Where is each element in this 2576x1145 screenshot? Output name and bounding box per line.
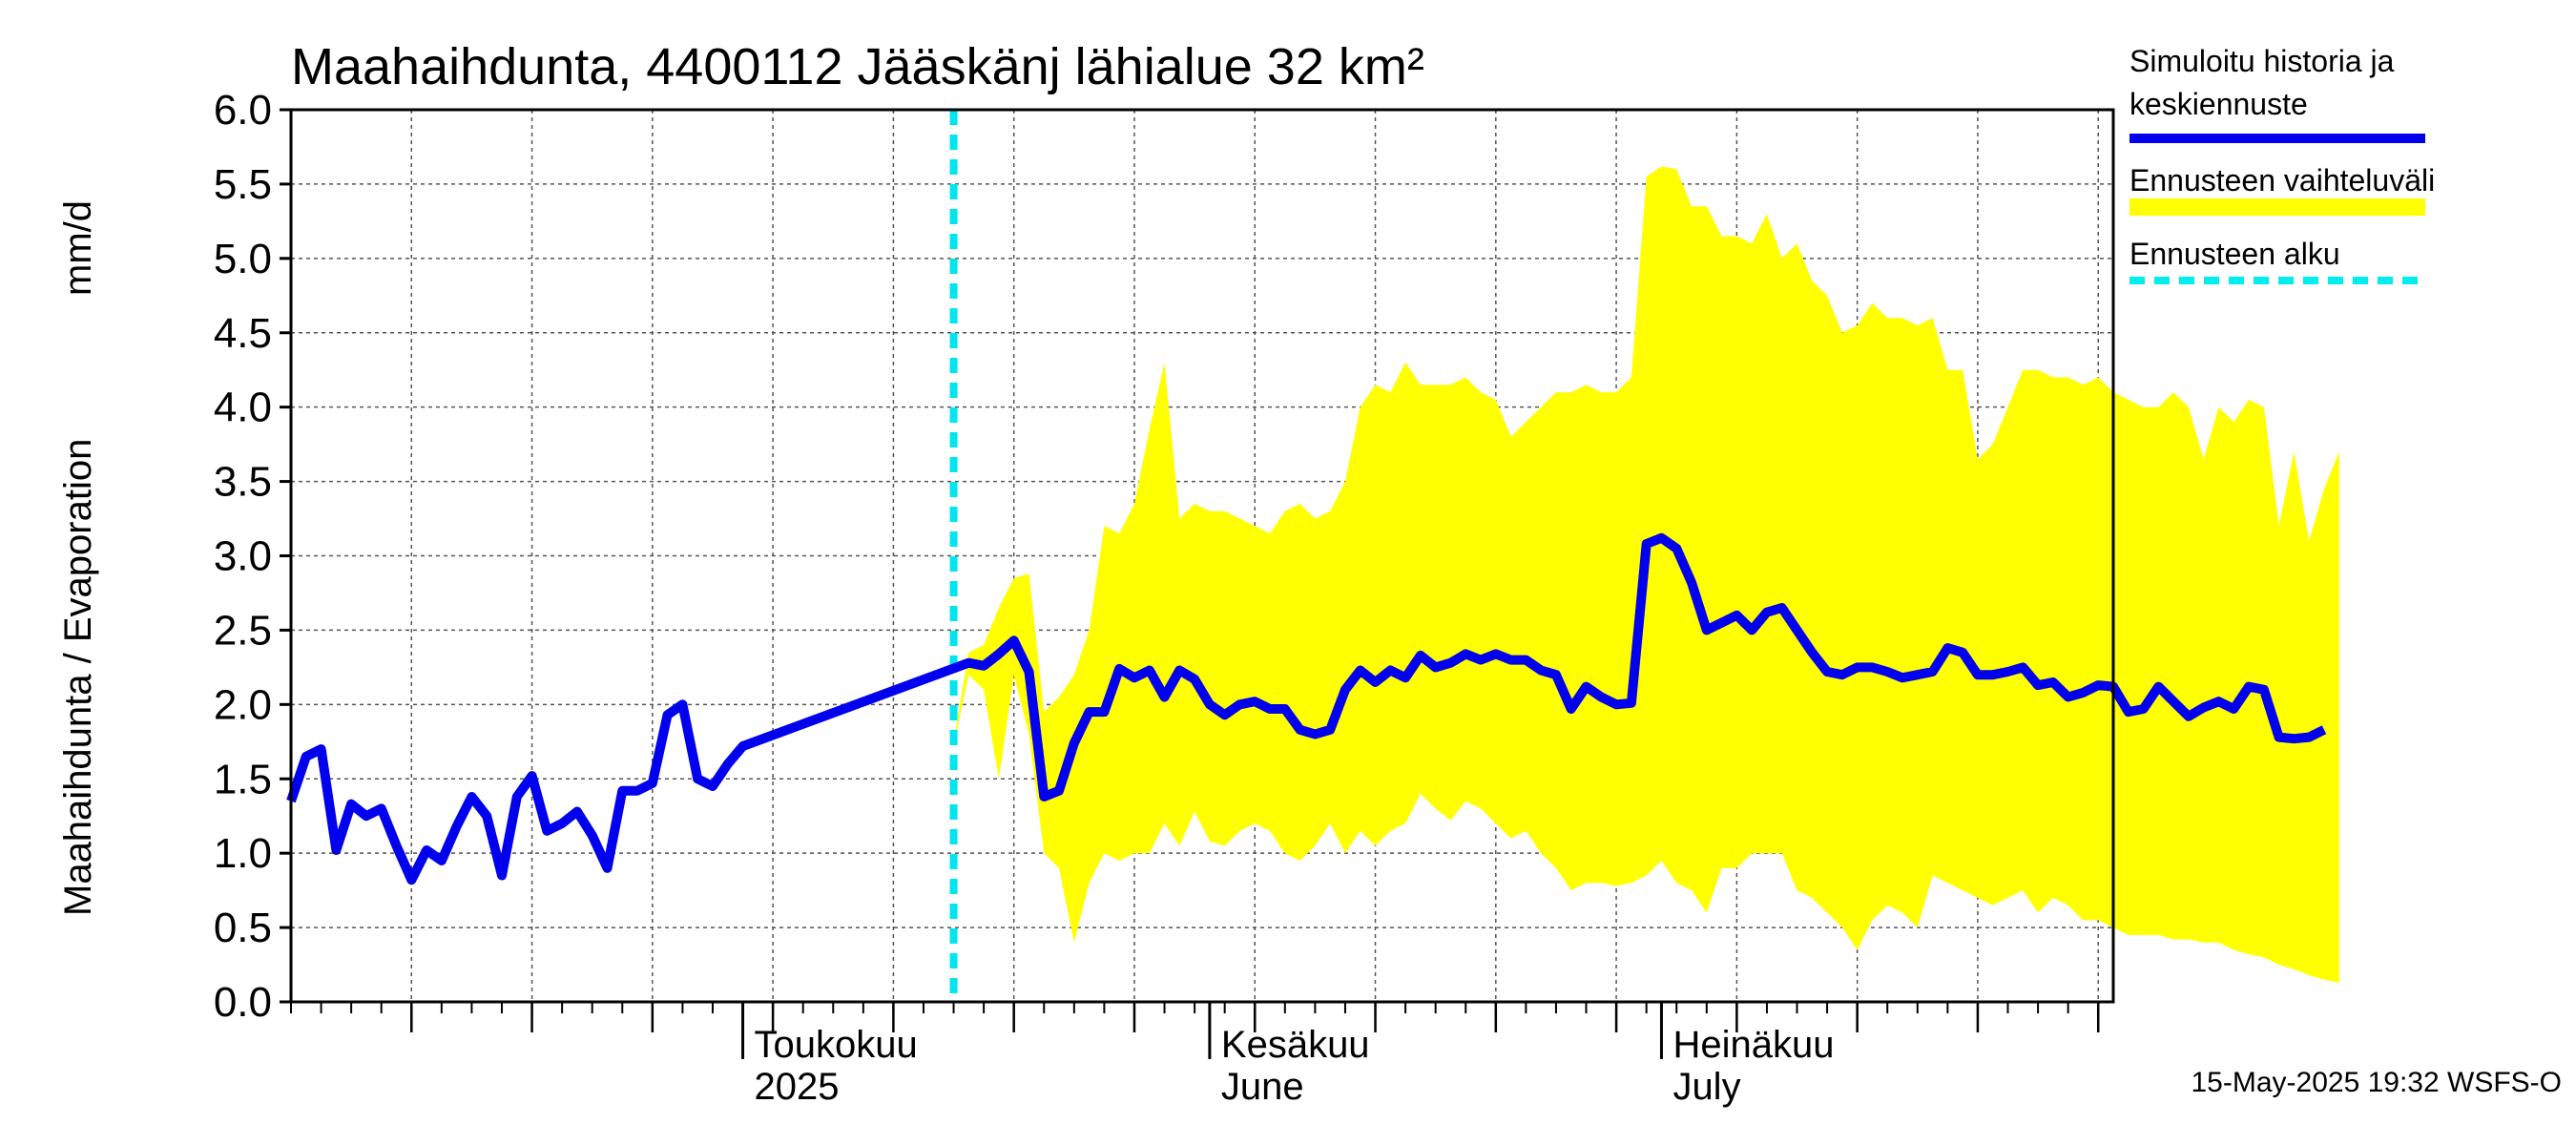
chart-title: Maahaihdunta, 4400112 Jääskänj lähialue …: [291, 38, 1424, 95]
x-month-label: Kesäkuu: [1221, 1024, 1370, 1066]
x-month-label: Heinäkuu: [1672, 1024, 1834, 1066]
legend-label: Simuloitu historia ja: [2129, 44, 2395, 78]
y-tick-label: 4.0: [214, 385, 272, 431]
y-tick-label: 6.0: [214, 87, 272, 134]
y-tick-label: 0.5: [214, 905, 272, 951]
y-tick-label: 0.0: [214, 979, 272, 1026]
legend-label: Ennusteen vaihteluväli: [2129, 163, 2435, 198]
y-tick-label: 5.5: [214, 161, 272, 208]
y-tick-label: 2.0: [214, 681, 272, 728]
x-month-sublabel: June: [1221, 1066, 1304, 1108]
y-tick-label: 1.5: [214, 756, 272, 802]
simulated-mean-line: [286, 532, 2327, 885]
legend-sublabel: keskiennuste: [2129, 87, 2308, 121]
x-month-label: Toukokuu: [755, 1024, 918, 1066]
y-tick-label: 5.0: [214, 236, 272, 282]
y-tick-label: 3.0: [214, 533, 272, 580]
legend: Simuloitu historia ja keskiennuste Ennuste…: [2129, 44, 2435, 284]
y-tick-label: 1.0: [214, 830, 272, 877]
x-month-sublabel: July: [1672, 1066, 1740, 1108]
y-axis-ticks: 0.0 0.5 1.0 1.5 2.0 2.5 3.0 3.5 4.0 4.5 5.0 5.5 6.0: [214, 87, 291, 1026]
y-axis-label: Maahaihdunta / Evaporation: [57, 439, 99, 916]
y-axis-unit: mm/d: [57, 200, 99, 296]
y-tick-label: 2.5: [214, 607, 272, 654]
y-tick-label: 4.5: [214, 310, 272, 357]
y-tick-label: 3.5: [214, 459, 272, 506]
legend-label: Ennusteen alku: [2129, 237, 2340, 271]
timestamp-footer: 15-May-2025 19:32 WSFS-O: [2192, 1067, 2563, 1098]
x-month-sublabel: 2025: [755, 1066, 840, 1108]
